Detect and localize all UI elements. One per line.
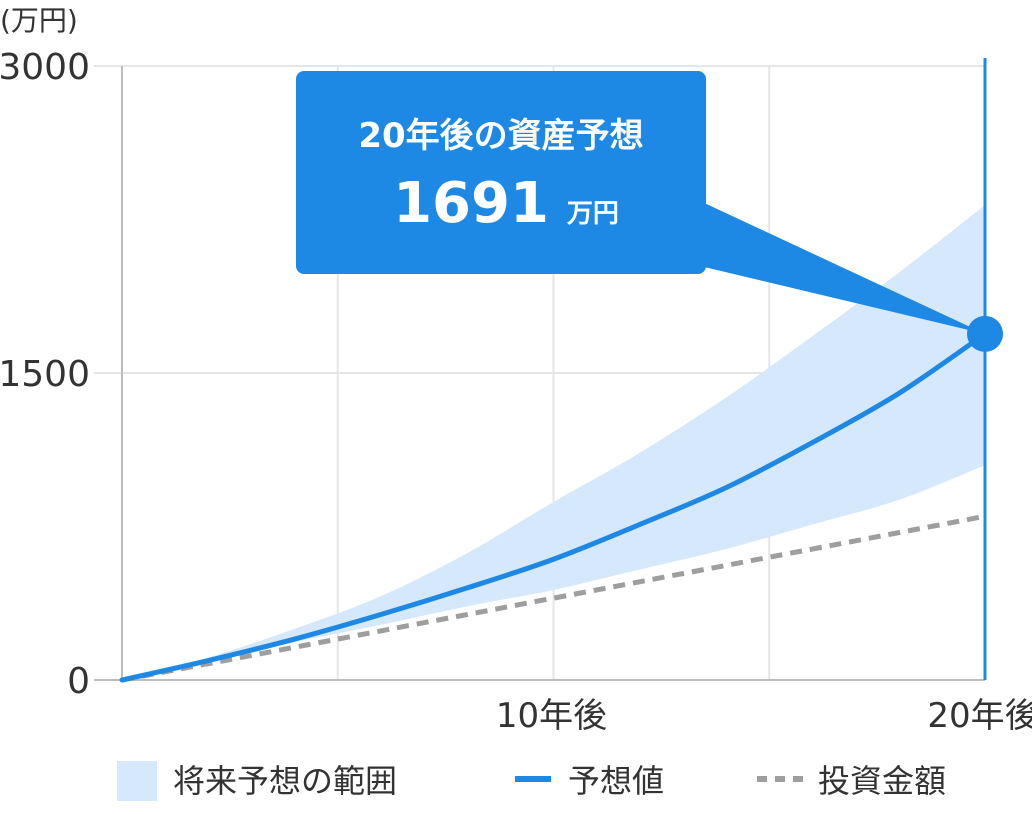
legend-label-range: 将来予想の範囲 <box>173 762 397 800</box>
callout-value: 1691 <box>393 171 549 236</box>
legend: 将来予想の範囲 予想値 投資金額 <box>117 761 946 801</box>
callout-pointer <box>700 201 985 334</box>
forecast-line <box>119 331 988 683</box>
y-tick-label: 3000 <box>0 47 90 88</box>
x-tick-label: 20年後 <box>927 696 1032 736</box>
investment-line <box>121 513 986 683</box>
callout-value-line: 1691 万円 <box>393 171 619 236</box>
legend-label-investment: 投資金額 <box>818 762 946 800</box>
callout-unit: 万円 <box>567 199 619 229</box>
legend-swatch-range <box>117 761 157 801</box>
y-axis-unit: (万円) <box>0 4 78 37</box>
axis-layer: (万円) 0 1500 3000 10年後 20年後 <box>0 4 1032 736</box>
legend-label-forecast: 予想値 <box>568 762 664 800</box>
y-tick-label: 0 <box>67 661 90 702</box>
callout-title: 20年後の資産予想 <box>358 116 643 156</box>
forecast-callout: 20年後の資産予想 1691 万円 <box>296 71 985 334</box>
y-tick-label: 1500 <box>0 354 90 395</box>
x-tick-label: 10年後 <box>496 696 607 736</box>
callout-box <box>296 71 706 274</box>
